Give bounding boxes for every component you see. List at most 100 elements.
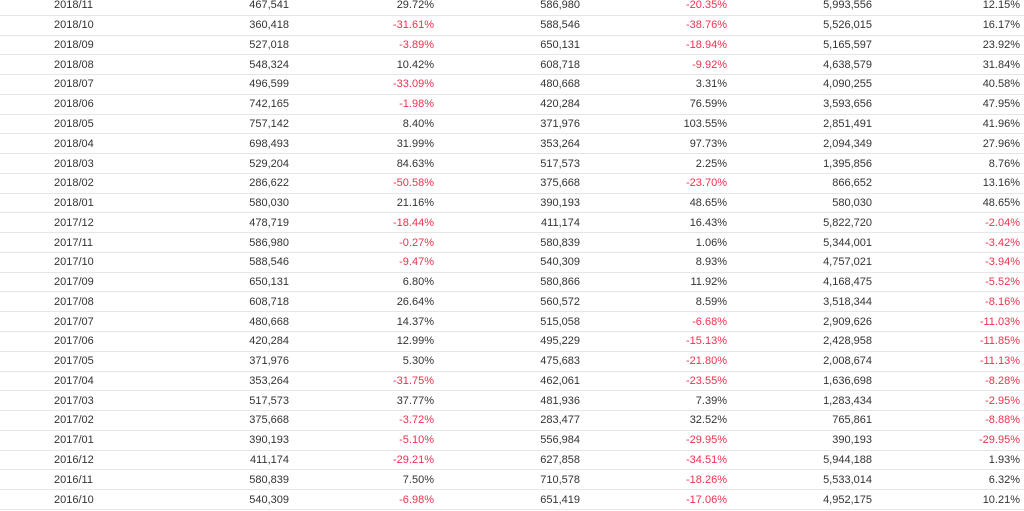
total-cell: 4,090,255 xyxy=(823,78,872,91)
change-cell: 2.25% xyxy=(695,157,727,170)
period-cell: 2018/06 xyxy=(54,98,94,111)
value-cell: 627,858 xyxy=(540,453,580,466)
change-cell: 8.93% xyxy=(695,256,727,269)
change-cell: 37.77% xyxy=(396,394,434,407)
value-cell: 475,683 xyxy=(540,355,580,368)
period-cell: 2017/10 xyxy=(54,256,94,269)
period-cell: 2016/12 xyxy=(54,453,94,466)
value-cell: 580,839 xyxy=(540,236,580,249)
total-cell: 3,593,656 xyxy=(823,98,872,111)
period-cell: 2017/12 xyxy=(54,216,94,229)
total-cell: 390,193 xyxy=(832,434,872,447)
change-cell: 12.15% xyxy=(982,0,1020,12)
value-cell: 588,546 xyxy=(540,19,580,32)
table-row: 2018/10 360,418 -31.61% 588,546 -38.76% 5,526… xyxy=(0,16,1024,36)
change-cell: -29.95% xyxy=(979,434,1020,447)
change-cell: -23.55% xyxy=(686,374,727,387)
change-cell: 27.96% xyxy=(982,137,1020,150)
change-cell: -3.42% xyxy=(985,236,1020,249)
total-cell: 5,533,014 xyxy=(823,473,872,486)
change-cell: 23.92% xyxy=(982,38,1020,51)
change-cell: -15.13% xyxy=(686,335,727,348)
value-cell: 517,573 xyxy=(540,157,580,170)
period-cell: 2018/03 xyxy=(54,157,94,170)
change-cell: 16.17% xyxy=(982,19,1020,32)
change-cell: 8.59% xyxy=(695,295,727,308)
change-cell: -2.04% xyxy=(985,216,1020,229)
table-row: 2017/09 650,131 6.80% 580,866 11.92% 4,168,47… xyxy=(0,273,1024,293)
table-row: 2017/03 517,573 37.77% 481,936 7.39% 1,283,43… xyxy=(0,391,1024,412)
period-cell: 2018/11 xyxy=(54,0,93,12)
change-cell: -3.72% xyxy=(399,414,434,427)
change-cell: -18.26% xyxy=(686,473,727,486)
value-cell: 360,418 xyxy=(249,19,289,32)
value-cell: 586,980 xyxy=(540,0,580,12)
change-cell: 6.80% xyxy=(402,276,434,289)
total-cell: 765,861 xyxy=(832,414,872,427)
change-cell: -6.98% xyxy=(399,493,434,506)
change-cell: -23.70% xyxy=(686,177,727,190)
table-row: 2018/06 742,165 -1.98% 420,284 76.59% 3,593,6… xyxy=(0,95,1024,115)
value-cell: 353,264 xyxy=(249,374,289,387)
value-cell: 540,309 xyxy=(249,493,289,506)
change-cell: 1.93% xyxy=(988,453,1020,466)
value-cell: 420,284 xyxy=(249,335,289,348)
total-cell: 5,526,015 xyxy=(823,19,872,32)
period-cell: 2018/09 xyxy=(54,38,94,51)
change-cell: 48.65% xyxy=(982,197,1020,210)
value-cell: 353,264 xyxy=(540,137,580,150)
value-cell: 517,573 xyxy=(249,394,289,407)
table-row: 2018/05 757,142 8.40% 371,976 103.55% 2,851,4… xyxy=(0,115,1024,135)
value-cell: 580,839 xyxy=(249,473,289,486)
table-row: 2016/12 411,174 -29.21% 627,858 -34.51% 5,944… xyxy=(0,451,1024,471)
value-cell: 286,622 xyxy=(249,177,289,190)
table-row: 2017/12 478,719 -18.44% 411,174 16.43% 5,822,… xyxy=(0,213,1024,234)
value-cell: 651,419 xyxy=(540,493,580,506)
period-cell: 2018/08 xyxy=(54,58,94,71)
value-cell: 411,174 xyxy=(541,216,580,229)
period-cell: 2018/02 xyxy=(54,177,94,190)
period-cell: 2017/06 xyxy=(54,335,94,348)
change-cell: -38.76% xyxy=(686,19,727,32)
value-cell: 467,541 xyxy=(249,0,289,12)
change-cell: -34.51% xyxy=(686,453,727,466)
period-cell: 2018/04 xyxy=(54,137,94,150)
table-row: 2017/10 588,546 -9.47% 540,309 8.93% 4,757,02… xyxy=(0,253,1024,273)
table-row: 2018/01 580,030 21.16% 390,193 48.65% 580,030… xyxy=(0,194,1024,214)
period-cell: 2017/09 xyxy=(54,276,94,289)
table-row: 2017/02 375,668 -3.72% 283,477 32.52% 765,861… xyxy=(0,411,1024,431)
total-cell: 5,944,188 xyxy=(823,453,872,466)
change-cell: -3.94% xyxy=(985,256,1020,269)
total-cell: 2,094,349 xyxy=(823,137,872,150)
change-cell: -31.61% xyxy=(393,19,434,32)
total-cell: 1,395,856 xyxy=(823,157,872,170)
total-cell: 866,652 xyxy=(832,177,872,190)
change-cell: -2.95% xyxy=(985,394,1020,407)
change-cell: 32.52% xyxy=(689,414,727,427)
change-cell: 13.16% xyxy=(982,177,1020,190)
change-cell: -11.85% xyxy=(979,335,1020,348)
change-cell: -8.88% xyxy=(985,414,1020,427)
total-cell: 580,030 xyxy=(832,197,872,210)
change-cell: 7.50% xyxy=(402,473,434,486)
value-cell: 608,718 xyxy=(249,295,289,308)
value-cell: 757,142 xyxy=(249,117,289,130)
change-cell: 84.63% xyxy=(396,157,434,170)
value-cell: 588,546 xyxy=(249,256,289,269)
value-cell: 548,324 xyxy=(249,58,289,71)
table-row: 2017/04 353,264 -31.75% 462,061 -23.55% 1,636… xyxy=(0,372,1024,392)
value-cell: 580,866 xyxy=(540,276,580,289)
total-cell: 1,283,434 xyxy=(823,394,872,407)
value-cell: 481,936 xyxy=(540,394,580,407)
total-cell: 2,851,491 xyxy=(823,117,872,130)
value-cell: 420,284 xyxy=(540,98,580,111)
change-cell: 48.65% xyxy=(689,197,727,210)
change-cell: -21.80% xyxy=(686,355,727,368)
period-cell: 2017/11 xyxy=(54,236,93,249)
change-cell: 10.21% xyxy=(982,493,1020,506)
change-cell: -29.95% xyxy=(686,434,727,447)
change-cell: -29.21% xyxy=(393,453,434,466)
change-cell: 1.06% xyxy=(695,236,727,249)
table-row: 2017/07 480,668 14.37% 515,058 -6.68% 2,909,6… xyxy=(0,312,1024,333)
